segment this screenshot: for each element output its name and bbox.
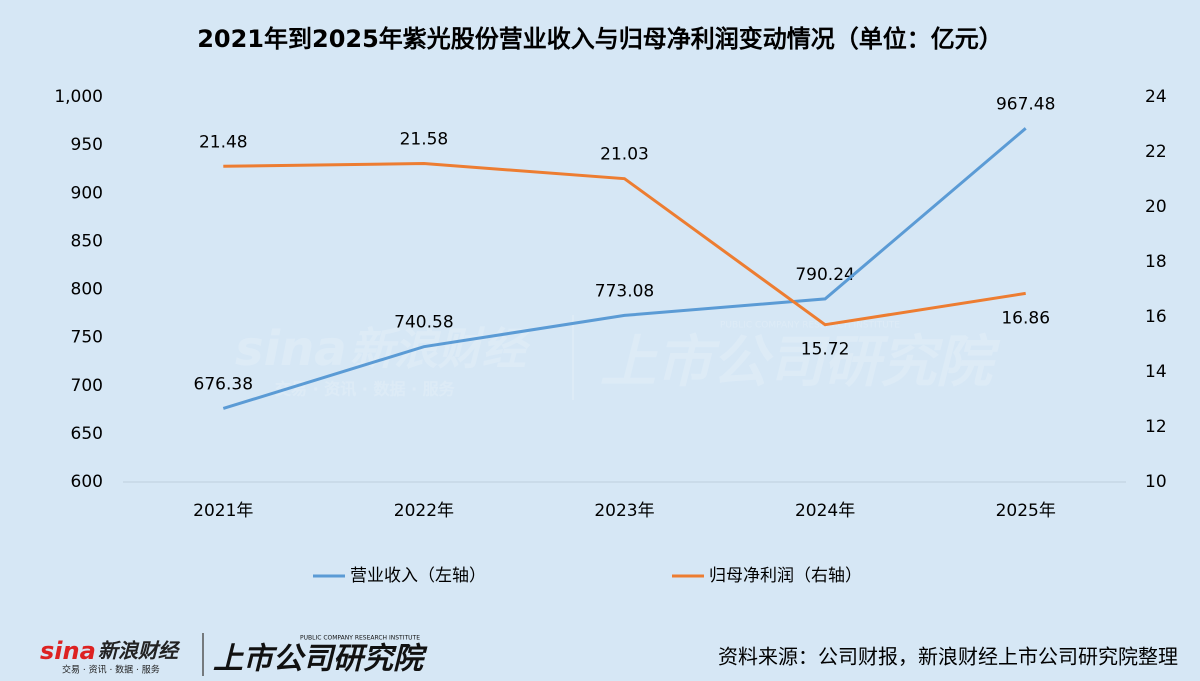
logo-sina: sina (40, 637, 96, 665)
legend-label: 归母净利润（右轴） (709, 566, 862, 586)
data-label: 790.24 (795, 265, 854, 285)
data-label: 16.86 (1001, 308, 1050, 328)
y-tick-label: 600 (71, 472, 103, 492)
y2-tick-label: 14 (1145, 362, 1167, 382)
x-tick-label: 2022年 (394, 501, 454, 521)
logo-sina-name: 新浪财经 (98, 639, 181, 663)
data-label: 15.72 (801, 340, 850, 360)
y2-tick-label: 16 (1145, 307, 1167, 327)
legend-label: 营业收入（左轴） (350, 566, 486, 586)
data-label: 21.03 (600, 145, 649, 165)
watermark-institute: 上市公司研究院 (600, 330, 1001, 395)
logo-institute: 上市公司研究院 (213, 642, 428, 677)
data-label: 676.38 (194, 374, 253, 394)
watermark-sina-name: 新浪财经 (350, 324, 531, 375)
x-tick-label: 2021年 (193, 501, 253, 521)
data-label: 21.48 (199, 132, 248, 152)
y-tick-label: 900 (71, 183, 103, 203)
x-tick-label: 2023年 (594, 501, 654, 521)
watermark: sina 新浪财经 交易 · 资讯 · 数据 · 服务 上市公司研究院 PUBL… (235, 315, 1001, 400)
y-tick-label: 650 (71, 424, 103, 444)
x-tick-label: 2024年 (795, 501, 855, 521)
watermark-institute-en: PUBLIC COMPANY RESEARCH INSTITUTE (720, 321, 900, 331)
series-line (222, 127, 1027, 410)
data-label: 967.48 (996, 94, 1055, 114)
y-tick-label: 950 (71, 135, 103, 155)
series-line (223, 162, 1026, 327)
data-label: 21.58 (400, 130, 449, 150)
logo-institute-en: PUBLIC COMPANY RESEARCH INSTITUTE (300, 635, 420, 642)
x-tick-label: 2025年 (996, 501, 1056, 521)
watermark-slogan: 交易 · 资讯 · 数据 · 服务 (275, 380, 456, 399)
y-tick-label: 800 (71, 280, 103, 300)
y2-tick-label: 20 (1145, 197, 1167, 217)
source-note: 资料来源：公司财报，新浪财经上市公司研究院整理 (718, 645, 1178, 669)
y2-tick-label: 10 (1145, 472, 1167, 492)
y-tick-label: 850 (71, 231, 103, 251)
data-label: 773.08 (595, 281, 654, 301)
y2-tick-label: 18 (1145, 252, 1167, 272)
y2-tick-label: 12 (1145, 417, 1167, 437)
y-tick-label: 1,000 (54, 87, 103, 107)
data-label: 740.58 (394, 313, 453, 333)
y-tick-label: 700 (71, 376, 103, 396)
chart-title: 2021年到2025年紫光股份营业收入与归母净利润变动情况（单位：亿元） (197, 25, 1003, 53)
logo-slogan: 交易 · 资讯 · 数据 · 服务 (62, 664, 160, 676)
y2-tick-label: 22 (1145, 142, 1167, 162)
y-tick-label: 750 (71, 328, 103, 348)
y2-tick-label: 24 (1145, 87, 1167, 107)
watermark-sina: sina (235, 321, 347, 377)
